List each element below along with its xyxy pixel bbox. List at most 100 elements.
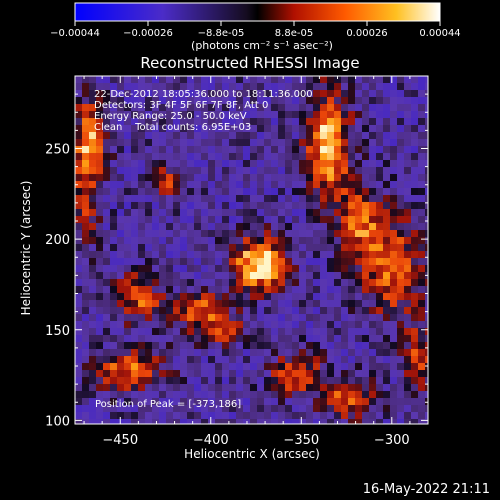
heatmap-cell bbox=[138, 405, 146, 413]
heatmap-cell bbox=[173, 202, 181, 210]
heatmap-cell bbox=[292, 265, 300, 273]
heatmap-cell bbox=[124, 265, 132, 273]
heatmap-cell bbox=[243, 174, 251, 182]
heatmap-cell bbox=[355, 195, 363, 203]
heatmap-cell bbox=[75, 370, 83, 378]
heatmap-cell bbox=[390, 97, 398, 105]
heatmap-cell bbox=[292, 293, 300, 301]
heatmap-cell bbox=[159, 328, 167, 336]
heatmap-cell bbox=[243, 370, 251, 378]
heatmap-cell bbox=[306, 342, 314, 350]
heatmap-cell bbox=[355, 167, 363, 175]
heatmap-cell bbox=[82, 139, 90, 147]
heatmap-cell bbox=[306, 251, 314, 259]
heatmap-cell bbox=[355, 132, 363, 140]
heatmap-cell bbox=[411, 342, 419, 350]
heatmap-cell bbox=[208, 251, 216, 259]
heatmap-cell bbox=[425, 76, 428, 84]
heatmap-cell bbox=[96, 237, 104, 245]
heatmap-cell bbox=[96, 321, 104, 329]
heatmap-cell bbox=[194, 356, 202, 364]
heatmap-cell bbox=[390, 328, 398, 336]
heatmap-cell bbox=[180, 321, 188, 329]
heatmap-cell bbox=[208, 174, 216, 182]
heatmap-cell bbox=[96, 349, 104, 357]
heatmap-cell bbox=[341, 314, 349, 322]
heatmap-cell bbox=[103, 97, 111, 105]
heatmap-cell bbox=[390, 111, 398, 119]
heatmap-cell bbox=[334, 97, 342, 105]
heatmap-cell bbox=[110, 216, 118, 224]
heatmap-cell bbox=[306, 90, 314, 98]
heatmap-cell bbox=[187, 139, 195, 147]
heatmap-cell bbox=[278, 139, 286, 147]
heatmap-cell bbox=[117, 139, 125, 147]
heatmap-cell bbox=[145, 174, 153, 182]
heatmap-cell bbox=[208, 216, 216, 224]
heatmap-cell bbox=[327, 377, 335, 385]
heatmap-cell bbox=[348, 90, 356, 98]
heatmap-cell bbox=[250, 97, 258, 105]
heatmap-cell bbox=[152, 405, 160, 413]
heatmap-cell bbox=[250, 384, 258, 392]
heatmap-cell bbox=[257, 209, 265, 217]
heatmap-cell bbox=[411, 321, 419, 329]
heatmap-cell bbox=[299, 153, 307, 161]
heatmap-cell bbox=[208, 139, 216, 147]
heatmap-cell bbox=[103, 188, 111, 196]
heatmap-cell bbox=[222, 104, 230, 112]
heatmap-cell bbox=[418, 279, 426, 287]
heatmap-cell bbox=[180, 377, 188, 385]
heatmap-cell bbox=[411, 265, 419, 273]
heatmap-cell bbox=[313, 356, 321, 364]
heatmap-cell bbox=[152, 384, 160, 392]
heatmap-cell bbox=[257, 174, 265, 182]
heatmap-cell bbox=[215, 188, 223, 196]
heatmap-cell bbox=[89, 174, 97, 182]
heatmap-cell bbox=[208, 419, 216, 424]
heatmap-cell bbox=[411, 90, 419, 98]
heatmap-cell bbox=[320, 139, 328, 147]
heatmap-cell bbox=[75, 160, 83, 168]
heatmap-cell bbox=[278, 188, 286, 196]
heatmap-cell bbox=[117, 251, 125, 259]
heatmap-cell bbox=[271, 279, 279, 287]
heatmap-cell bbox=[313, 321, 321, 329]
heatmap-cell bbox=[110, 258, 118, 266]
heatmap-cell bbox=[166, 412, 174, 420]
heatmap-cell bbox=[201, 230, 209, 238]
heatmap-cell bbox=[313, 349, 321, 357]
heatmap-cell bbox=[138, 384, 146, 392]
heatmap-cell bbox=[124, 160, 132, 168]
heatmap-cell bbox=[264, 167, 272, 175]
heatmap-cell bbox=[243, 153, 251, 161]
heatmap-cell bbox=[334, 132, 342, 140]
heatmap-cell bbox=[411, 97, 419, 105]
heatmap-cell bbox=[383, 97, 391, 105]
heatmap-cell bbox=[383, 258, 391, 266]
heatmap-cell bbox=[208, 83, 216, 91]
heatmap-cell bbox=[264, 293, 272, 301]
heatmap-cell bbox=[397, 237, 405, 245]
heatmap-cell bbox=[299, 251, 307, 259]
heatmap-cell bbox=[383, 307, 391, 315]
heatmap-cell bbox=[180, 335, 188, 343]
heatmap-cell bbox=[187, 125, 195, 133]
heatmap-cell bbox=[404, 272, 412, 280]
heatmap-cell bbox=[222, 412, 230, 420]
heatmap-cell bbox=[89, 377, 97, 385]
heatmap-cell bbox=[264, 83, 272, 91]
heatmap-cell bbox=[278, 335, 286, 343]
heatmap-cell bbox=[229, 391, 237, 399]
heatmap-cell bbox=[334, 202, 342, 210]
heatmap-cell bbox=[110, 237, 118, 245]
heatmap-cell bbox=[229, 209, 237, 217]
heatmap-cell bbox=[376, 97, 384, 105]
heatmap-cell bbox=[362, 202, 370, 210]
heatmap-cell bbox=[215, 195, 223, 203]
heatmap-cell bbox=[411, 349, 419, 357]
heatmap-cell bbox=[425, 111, 428, 119]
heatmap-cell bbox=[285, 286, 293, 294]
heatmap-cell bbox=[152, 139, 160, 147]
heatmap-cell bbox=[215, 328, 223, 336]
